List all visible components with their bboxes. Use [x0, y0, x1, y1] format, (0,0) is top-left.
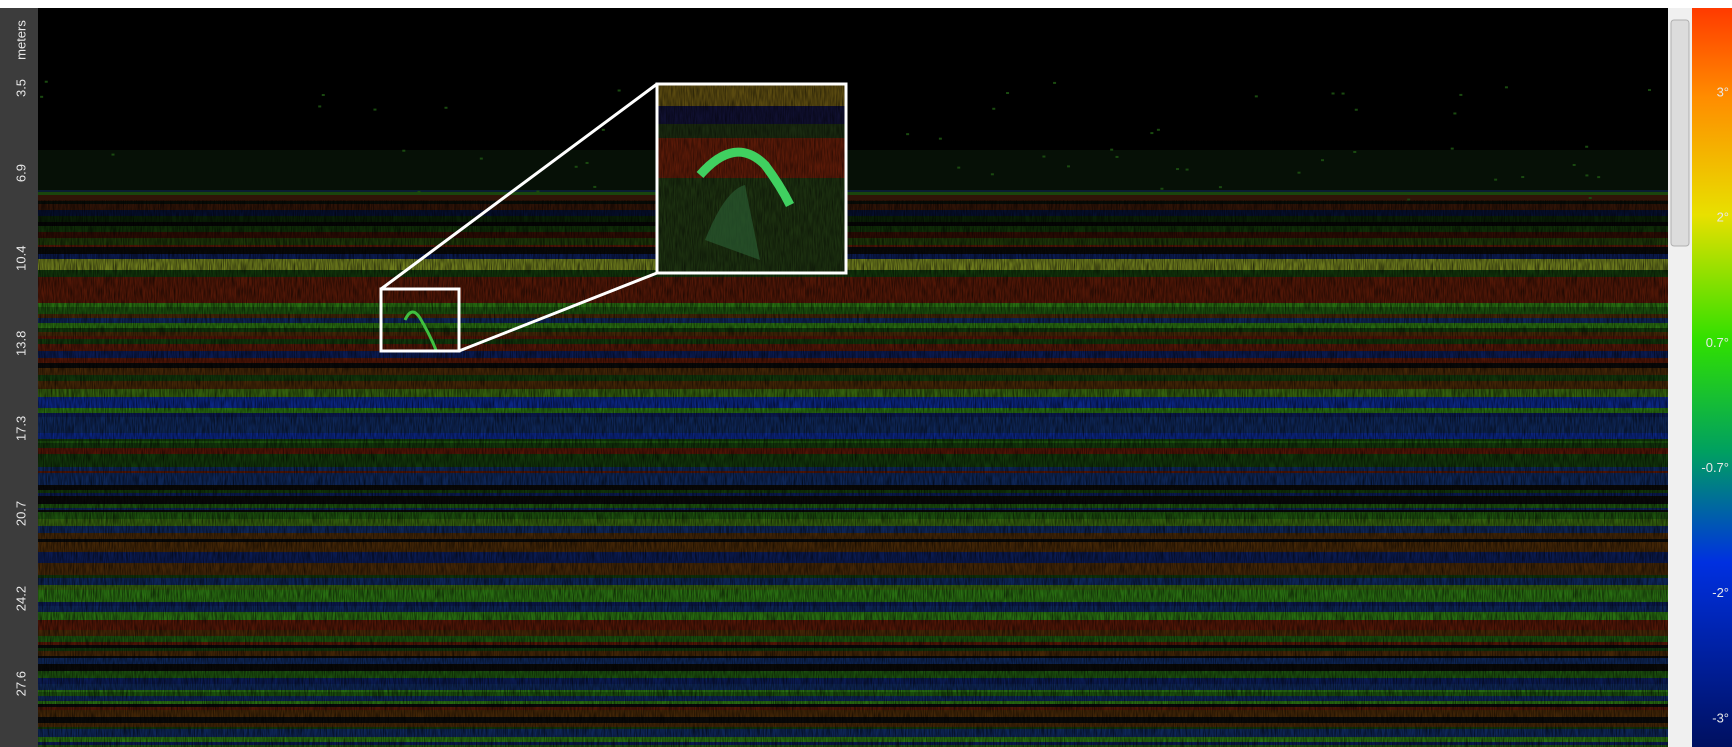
color-scale-label: -3° [1712, 710, 1729, 725]
depth-axis-label: meters [13, 20, 28, 60]
speck [1451, 148, 1454, 150]
speck [1110, 149, 1113, 151]
speck [402, 150, 405, 152]
radar-viewer: meters 3.5 6.9 10.4 13.8 17.3 20.7 24.2 27.6 3°… [0, 0, 1732, 747]
speck [1353, 151, 1356, 153]
scrollbar-thumb[interactable] [1671, 20, 1689, 246]
speck [1589, 197, 1592, 199]
speck [1321, 159, 1324, 161]
speck [480, 158, 483, 160]
speck [1255, 95, 1258, 97]
speck [1297, 172, 1300, 174]
speck [1505, 86, 1508, 88]
speck [593, 186, 596, 188]
speck [1342, 93, 1345, 95]
speck [1176, 168, 1179, 170]
speck [991, 173, 994, 175]
speck [536, 191, 539, 193]
speck [992, 108, 995, 110]
speck [1648, 89, 1651, 91]
depth-axis-panel [0, 8, 38, 747]
speck [1494, 179, 1497, 181]
speck [957, 167, 960, 169]
noise-overlay [38, 200, 1668, 747]
speck [444, 107, 447, 109]
speck [1355, 109, 1358, 111]
speck [906, 133, 909, 135]
speck [1053, 82, 1056, 84]
color-scale-label: -0.7° [1701, 460, 1729, 475]
speck [586, 162, 589, 164]
color-scale-bar [1692, 8, 1732, 747]
depth-tick-label: 27.6 [13, 671, 28, 696]
color-scale-label: 0.7° [1706, 335, 1729, 350]
stripe [38, 190, 1668, 192]
speck [40, 96, 43, 98]
speck [1332, 92, 1335, 94]
depth-tick-label: 3.5 [13, 79, 28, 97]
speck [318, 105, 321, 107]
depth-tick-label: 17.3 [13, 416, 28, 441]
speck [1585, 146, 1588, 148]
depth-tick-label: 13.8 [13, 331, 28, 356]
speck [939, 138, 942, 140]
speck [1042, 156, 1045, 158]
speck [112, 154, 115, 156]
speck [602, 129, 605, 131]
speck [1585, 174, 1588, 176]
speck [373, 109, 376, 111]
color-scale-label: 2° [1717, 210, 1729, 225]
speck [1573, 164, 1576, 166]
speck [1219, 186, 1222, 188]
speck [1115, 156, 1118, 158]
speck [1150, 132, 1153, 134]
stripe [38, 192, 1668, 195]
speck [1006, 92, 1009, 94]
speck [1157, 129, 1160, 131]
speck [322, 94, 325, 96]
speck [1160, 188, 1163, 190]
zoom-inset [657, 84, 846, 273]
color-scale-label: -2° [1712, 585, 1729, 600]
speck [45, 81, 48, 83]
speck [575, 166, 578, 168]
speck [1186, 169, 1189, 171]
color-scale-label: 3° [1717, 84, 1729, 99]
speck [618, 90, 621, 92]
speck [1521, 176, 1524, 178]
speck [1459, 94, 1462, 96]
speck [1453, 112, 1456, 114]
speck [417, 191, 420, 193]
speck [1597, 176, 1600, 178]
radar-image [38, 8, 1668, 747]
depth-tick-label: 10.4 [13, 246, 28, 271]
depth-tick-label: 20.7 [13, 501, 28, 526]
speck [1067, 165, 1070, 167]
depth-tick-label: 6.9 [13, 164, 28, 182]
depth-tick-label: 24.2 [13, 586, 28, 611]
